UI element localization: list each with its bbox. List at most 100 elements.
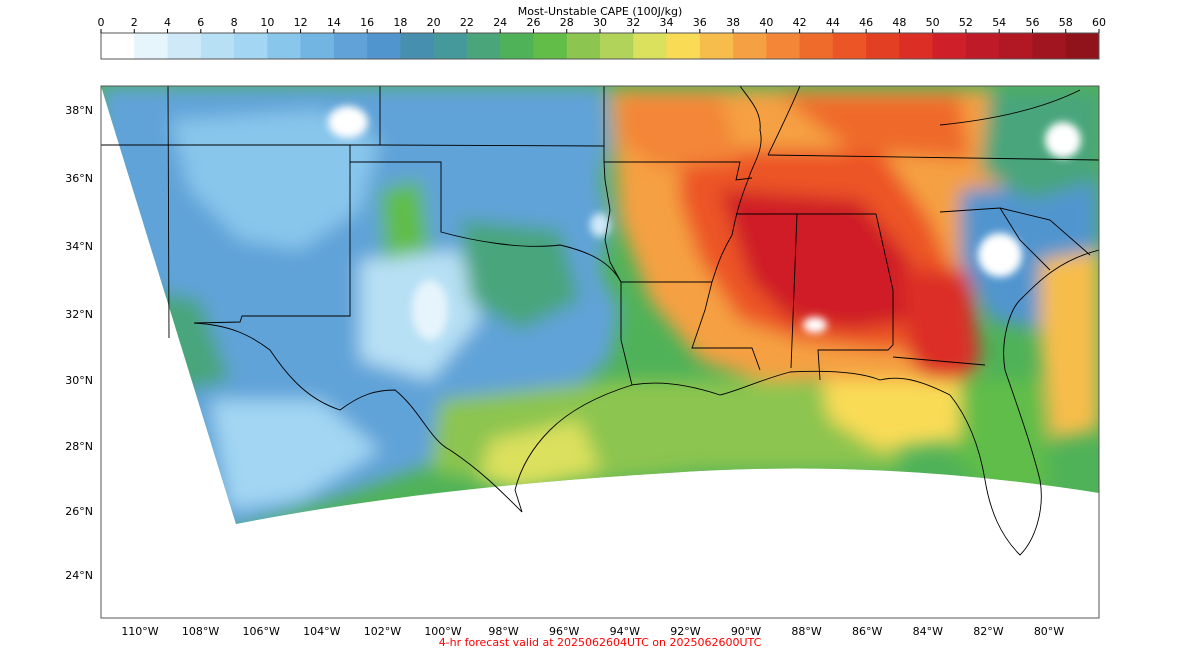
latitude-label: 32°N	[65, 308, 93, 321]
colorbar-tick-label: 58	[1059, 16, 1073, 29]
colorbar-swatch	[533, 33, 568, 59]
longitude-label: 80°W	[1034, 625, 1064, 638]
longitude-label: 94°W	[610, 625, 640, 638]
colorbar-swatch	[1065, 33, 1100, 59]
colorbar-swatch	[566, 33, 601, 59]
boundary-fl-peninsula	[949, 299, 1042, 556]
boundary-ky-misc	[767, 86, 801, 156]
colorbar-tick-label: 56	[1025, 16, 1039, 29]
colorbar-tick-label: 54	[992, 16, 1006, 29]
colorbar-swatch	[134, 33, 169, 59]
cape-blob-ne	[1045, 122, 1081, 158]
longitude-label: 84°W	[913, 625, 943, 638]
colorbar-swatch	[267, 33, 302, 59]
colorbar-tick-label: 32	[626, 16, 640, 29]
cape-field	[101, 86, 1099, 524]
latitude-axis: 38°N 36°N 34°N 32°N 30°N 28°N 26°N 24°N	[65, 104, 93, 582]
boundary-az-nm	[167, 86, 170, 339]
cape-blob-nm	[328, 106, 368, 138]
colorbar-swatch	[400, 33, 435, 59]
boundary-mx-tx	[193, 322, 523, 513]
cape-sw-low	[210, 400, 380, 510]
latitude-label: 28°N	[65, 440, 93, 453]
colorbar-swatch	[866, 33, 900, 59]
colorbar-swatch	[367, 33, 401, 59]
colorbar-swatch	[234, 33, 268, 59]
longitude-label: 98°W	[488, 625, 518, 638]
colorbar-tick-label: 16	[360, 16, 374, 29]
colorbar-swatches	[101, 33, 1100, 59]
colorbar-tick-label: 52	[959, 16, 973, 29]
colorbar-swatch	[433, 33, 468, 59]
latitude-label: 34°N	[65, 240, 93, 253]
colorbar-tick-label: 36	[693, 16, 707, 29]
colorbar-tick-label: 34	[660, 16, 674, 29]
colorbar-tick-label: 60	[1092, 16, 1106, 29]
colorbar-tick-label: 46	[859, 16, 873, 29]
boundary-ar-la	[621, 281, 761, 371]
colorbar-tick-label: 44	[826, 16, 840, 29]
boundary-mo-ar	[604, 161, 753, 181]
colorbar-tick-label: 50	[926, 16, 940, 29]
cape-tx-coast	[480, 420, 600, 490]
cape-central-green	[460, 220, 580, 330]
colorbar-tick-label: 4	[164, 16, 171, 29]
longitude-label: 86°W	[852, 625, 882, 638]
boundary-tx-la	[609, 261, 633, 386]
longitude-label: 106°W	[243, 625, 280, 638]
boundary-ms-al	[790, 213, 798, 369]
boundary-va	[939, 89, 1081, 126]
colorbar-title: Most-Unstable CAPE (100J/kg)	[518, 5, 683, 18]
colorbar-swatch	[633, 33, 668, 59]
cape-east-max	[720, 190, 920, 330]
latitude-label: 24°N	[65, 569, 93, 582]
longitude-label: 102°W	[364, 625, 401, 638]
colorbar-tick-label: 24	[493, 16, 507, 29]
map-frame	[100, 85, 1100, 619]
colorbar-tick-label: 20	[427, 16, 441, 29]
longitude-axis: 110°W 108°W 106°W 104°W 102°W 100°W 98°W 96°W 94…	[121, 625, 1064, 638]
boundary-east-coast	[1019, 249, 1099, 301]
colorbar-swatch	[1032, 33, 1067, 59]
colorbar-tick-label: 22	[460, 16, 474, 29]
longitude-label: 90°W	[731, 625, 761, 638]
longitude-label: 96°W	[549, 625, 579, 638]
colorbar-swatch	[101, 33, 135, 59]
colorbar-swatch	[333, 33, 368, 59]
colorbar-tick-label: 28	[560, 16, 574, 29]
boundary-ga-fl	[892, 356, 986, 366]
boundary-mississippi-river	[711, 86, 762, 283]
colorbar-swatch	[899, 33, 934, 59]
colorbar-swatch	[999, 33, 1033, 59]
cape-blob-ga	[978, 233, 1022, 277]
longitude-label: 92°W	[670, 625, 700, 638]
colorbar-swatch	[167, 33, 202, 59]
longitude-label: 104°W	[303, 625, 340, 638]
colorbar-tick-label: 26	[526, 16, 540, 29]
latitude-label: 26°N	[65, 505, 93, 518]
colorbar-swatch	[600, 33, 634, 59]
colorbar-tick-label: 0	[98, 16, 105, 29]
colorbar-tick-label: 8	[231, 16, 238, 29]
forecast-footer: 4-hr forecast valid at 2025062604UTC on …	[438, 636, 762, 649]
colorbar-swatch	[832, 33, 867, 59]
colorbar-swatch	[666, 33, 701, 59]
map-panel: 38°N 36°N 34°N 32°N 30°N 28°N 26°N 24°N 110°W 10…	[65, 85, 1100, 638]
boundaries	[101, 86, 1099, 556]
latitude-label: 36°N	[65, 172, 93, 185]
colorbar-tick-label: 10	[260, 16, 274, 29]
boundary-nc-sc	[999, 207, 1091, 256]
boundary-nm-tx	[193, 145, 351, 324]
boundary-gulf-coast-la	[631, 370, 951, 396]
colorbar-tick-label: 48	[892, 16, 906, 29]
colorbar-swatch	[500, 33, 534, 59]
cape-gulf-east-warm	[820, 380, 960, 450]
longitude-label: 110°W	[121, 625, 158, 638]
boundary-al-ga	[817, 213, 894, 381]
boundary-tx-coast	[514, 384, 633, 513]
cape-se-warm	[1040, 250, 1099, 440]
colorbar-swatch	[200, 33, 235, 59]
colorbar-tick-label: 2	[131, 16, 138, 29]
colorbar-tick-label: 6	[197, 16, 204, 29]
longitude-label: 100°W	[424, 625, 461, 638]
